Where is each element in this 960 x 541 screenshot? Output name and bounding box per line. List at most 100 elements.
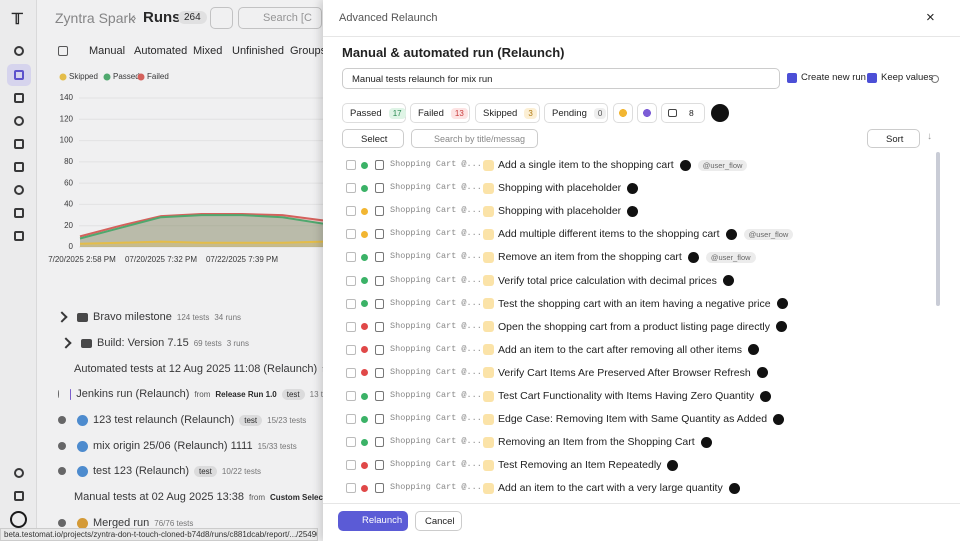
test-title[interactable]: Verify total price calculation with deci… — [498, 275, 717, 287]
test-row[interactable]: Test Cart Functionality with Items Havin… — [483, 388, 771, 404]
test-icon — [375, 160, 384, 170]
test-row[interactable]: Edge Case: Removing Item with Same Quant… — [483, 411, 784, 427]
manual-icon — [483, 437, 494, 448]
row-checkbox[interactable] — [346, 276, 356, 286]
test-row[interactable]: Remove an item from the shopping cart @us… — [483, 249, 756, 265]
manual-icon — [483, 483, 494, 494]
relaunch-dialog: Advanced Relaunch×Manual & automated run… — [323, 0, 960, 541]
test-row[interactable]: Add multiple different items to the shop… — [483, 226, 793, 242]
row-checkbox[interactable] — [346, 460, 356, 470]
author-icon — [701, 437, 712, 448]
filter-count: 17 — [389, 108, 406, 119]
author-icon — [688, 252, 699, 263]
row-checkbox[interactable] — [346, 252, 356, 262]
author-icon — [748, 344, 759, 355]
row-checkbox[interactable] — [346, 345, 356, 355]
filter-chip[interactable]: Pending 0 — [544, 103, 608, 123]
test-title[interactable]: Removing an Item from the Shopping Cart — [498, 436, 695, 448]
select-dropdown[interactable]: Select — [342, 129, 404, 148]
test-row[interactable]: Add an item to the cart with a very larg… — [483, 480, 740, 496]
row-checkbox[interactable] — [346, 322, 356, 332]
test-row[interactable]: Open the shopping cart from a product li… — [483, 319, 787, 335]
divider — [323, 36, 960, 37]
sort-direction[interactable]: ↓ — [927, 131, 932, 142]
status-dot — [361, 439, 368, 446]
test-title[interactable]: Shopping with placeholder — [498, 205, 621, 217]
option-label[interactable]: Keep values — [881, 72, 933, 83]
manual-icon — [483, 275, 494, 286]
filter-count: 13 — [451, 108, 468, 119]
status-dot — [361, 277, 368, 284]
test-row[interactable]: Verify total price calculation with deci… — [483, 273, 734, 289]
test-row[interactable]: Add an item to the cart after removing a… — [483, 342, 759, 358]
row-checkbox[interactable] — [346, 299, 356, 309]
manual-icon — [483, 298, 494, 309]
test-row[interactable]: Shopping with placeholder — [483, 180, 638, 196]
assignee-avatar[interactable] — [711, 104, 729, 122]
input-value: Manual tests relaunch for mix run — [352, 74, 492, 85]
test-title[interactable]: Test the shopping cart with an item havi… — [498, 298, 771, 310]
checkbox[interactable] — [867, 73, 877, 83]
filter-icon[interactable] — [613, 103, 633, 123]
test-icon — [375, 414, 384, 424]
dialog-heading: Advanced Relaunch — [339, 12, 437, 24]
title-input[interactable]: Manual tests relaunch for mix run — [342, 68, 780, 89]
test-search[interactable]: Search by title/messag — [411, 129, 538, 148]
close-button[interactable]: × — [926, 9, 935, 26]
test-title[interactable]: Add multiple different items to the shop… — [498, 228, 720, 240]
manual-icon — [483, 391, 494, 402]
test-icon — [375, 276, 384, 286]
cancel-button[interactable]: Cancel — [415, 511, 462, 531]
status-dot — [361, 393, 368, 400]
row-checkbox[interactable] — [346, 183, 356, 193]
relaunch-button[interactable]: Relaunch — [338, 511, 408, 531]
test-tag: @user_flow — [706, 252, 756, 263]
status-dot — [361, 485, 368, 492]
row-checkbox[interactable] — [346, 206, 356, 216]
test-row[interactable]: Verify Cart Items Are Preserved After Br… — [483, 365, 768, 381]
test-title[interactable]: Edge Case: Removing Item with Same Quant… — [498, 413, 767, 425]
test-row[interactable]: Test the shopping cart with an item havi… — [483, 296, 788, 312]
test-row[interactable]: Add a single item to the shopping cart@u… — [483, 157, 747, 173]
manual-icon — [483, 229, 494, 240]
suite-name: Shopping Cart @... — [390, 159, 482, 169]
comments-chip[interactable]: 8 — [661, 103, 705, 123]
row-checkbox[interactable] — [346, 483, 356, 493]
suite-name: Shopping Cart @... — [390, 413, 482, 423]
filter-label: Pending — [552, 108, 587, 119]
status-dot — [361, 416, 368, 423]
filter-icon[interactable] — [637, 103, 657, 123]
suite-name: Shopping Cart @... — [390, 205, 482, 215]
test-title[interactable]: Open the shopping cart from a product li… — [498, 321, 770, 333]
sort-button[interactable]: Sort — [867, 129, 920, 148]
manual-icon — [483, 367, 494, 378]
test-row[interactable]: Shopping with placeholder — [483, 203, 638, 219]
row-checkbox[interactable] — [346, 229, 356, 239]
test-title[interactable]: Remove an item from the shopping cart — [498, 251, 682, 263]
filter-label: Skipped — [483, 108, 517, 119]
test-title[interactable]: Test Cart Functionality with Items Havin… — [498, 390, 754, 402]
row-checkbox[interactable] — [346, 160, 356, 170]
test-title[interactable]: Add a single item to the shopping cart — [498, 159, 674, 171]
test-row[interactable]: Test Removing an Item Repeatedly — [483, 457, 678, 473]
row-checkbox[interactable] — [346, 437, 356, 447]
author-icon — [757, 367, 768, 378]
row-checkbox[interactable] — [346, 414, 356, 424]
test-row[interactable]: Removing an Item from the Shopping Cart — [483, 434, 712, 450]
checkbox[interactable] — [787, 73, 797, 83]
filter-count: 0 — [594, 108, 606, 119]
option-label[interactable]: Create new run — [801, 72, 866, 83]
test-title[interactable]: Test Removing an Item Repeatedly — [498, 459, 661, 471]
filter-chip[interactable]: Skipped3 — [475, 103, 540, 123]
test-title[interactable]: Shopping with placeholder — [498, 182, 621, 194]
cancel-label: Cancel — [425, 516, 455, 527]
row-checkbox[interactable] — [346, 368, 356, 378]
filter-chip[interactable]: Failed13 — [410, 103, 470, 123]
test-title[interactable]: Add an item to the cart after removing a… — [498, 344, 742, 356]
row-checkbox[interactable] — [346, 391, 356, 401]
test-icon — [375, 368, 384, 378]
test-title[interactable]: Add an item to the cart with a very larg… — [498, 482, 723, 494]
filter-chip[interactable]: Passed17 — [342, 103, 406, 123]
test-title[interactable]: Verify Cart Items Are Preserved After Br… — [498, 367, 751, 379]
